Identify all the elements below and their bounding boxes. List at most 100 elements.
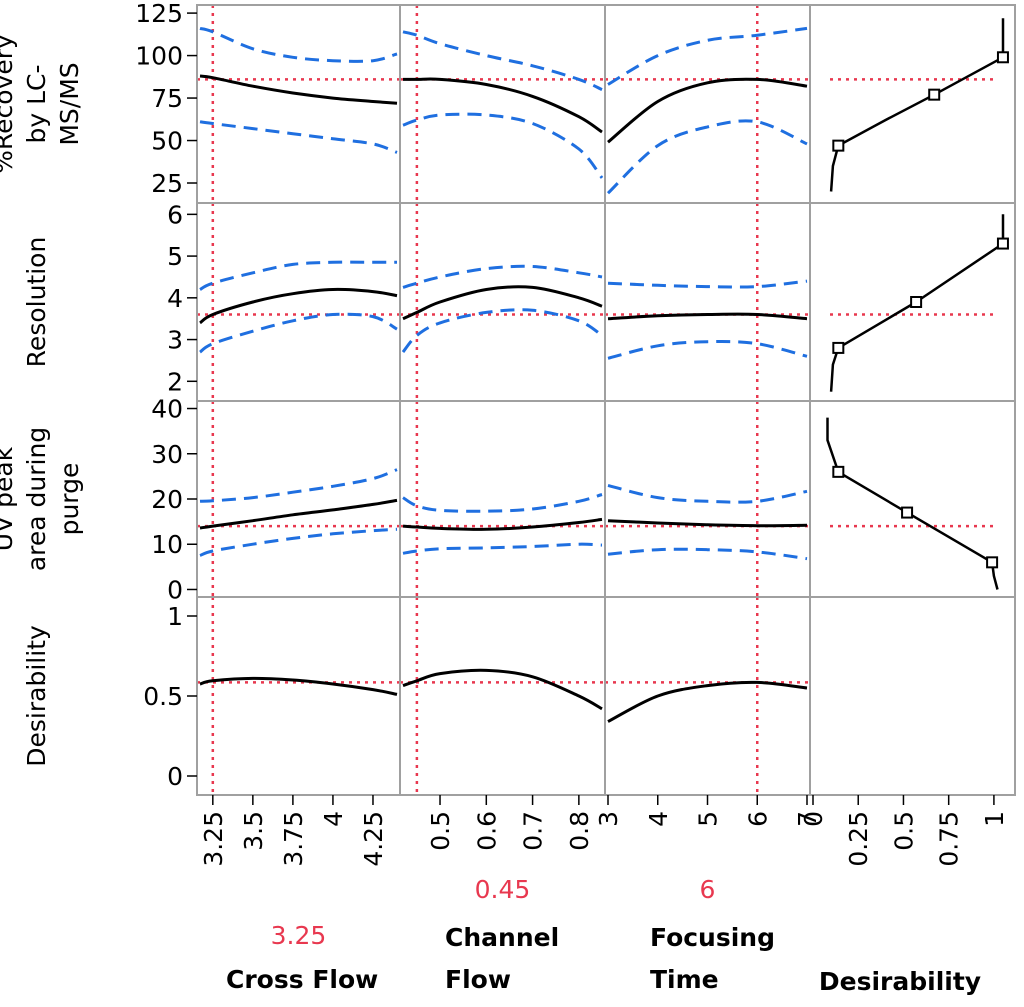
desirability-handle — [986, 556, 999, 569]
factor-current-value: 6 — [700, 875, 716, 904]
x-axis-2: 3 4 5 6 7 — [594, 795, 822, 827]
panel-border — [809, 4, 1016, 204]
factor-labels-1: 0.45 Channel Flow — [445, 875, 559, 994]
panel-border — [399, 400, 606, 598]
y-tick-label: 3 — [167, 326, 183, 355]
factor-name-line: Time — [650, 965, 719, 994]
panel-0-1 — [401, 6, 604, 202]
prediction-curve — [402, 285, 603, 321]
prediction-curve — [402, 517, 603, 531]
prediction-curve — [199, 287, 398, 325]
lower-confidence-curve — [606, 119, 808, 195]
factor-name-line: Channel — [445, 923, 559, 952]
lower-confidence-curve — [401, 308, 603, 354]
x-tick-label: 4 — [644, 811, 673, 827]
x-tick-label: 1 — [980, 811, 1009, 827]
upper-confidence-curve — [199, 260, 397, 291]
panel-3-0 — [198, 598, 399, 794]
factor-labels-0: 3.25 Cross Flow — [226, 921, 378, 994]
panel-border — [604, 400, 811, 598]
desirability-handle — [832, 139, 845, 152]
x-tick-label: 0.5 — [426, 811, 455, 851]
desirability-column-label: Desirability — [819, 967, 981, 996]
x-tick-label: 3.5 — [239, 811, 268, 851]
panel-2-1 — [401, 402, 604, 596]
x-tick-label: 3.75 — [279, 811, 308, 867]
prediction-curve — [607, 519, 808, 528]
prediction-curve — [402, 77, 603, 134]
factor-name: Focusing Time — [650, 923, 775, 994]
y-axis-3: 0 0.5 1 Desirability — [22, 602, 197, 791]
desirability-function-curve — [826, 417, 999, 590]
response-label-line: by LC- — [22, 64, 51, 143]
upper-confidence-curve — [607, 279, 808, 289]
panel-border — [809, 596, 1016, 796]
x-tick-label: 0 — [799, 811, 828, 827]
x-tick-label: 5 — [694, 811, 723, 827]
y-tick-label: 25 — [151, 169, 183, 198]
x-tick-label: 0.8 — [565, 811, 594, 851]
prediction-curve — [607, 312, 808, 321]
panel-border — [196, 596, 401, 796]
desirability-panel-1 — [829, 214, 1009, 392]
x-tick-label: 3 — [594, 811, 623, 827]
desirability-function-curve — [829, 18, 1005, 192]
y-tick-label: 100 — [135, 42, 183, 71]
y-tick-label: 75 — [151, 84, 183, 113]
desirability-handle — [996, 51, 1009, 64]
factor-name: Cross Flow — [226, 965, 378, 994]
y-tick-label: 0.5 — [143, 682, 183, 711]
prediction-curve — [607, 77, 808, 144]
y-tick-label: 30 — [151, 440, 183, 469]
lower-confidence-curve — [607, 340, 808, 360]
lower-confidence-curve — [199, 120, 398, 154]
panel-3-2 — [606, 598, 809, 794]
y-tick-label: 20 — [151, 485, 183, 514]
panel-border — [399, 4, 606, 204]
panel-border — [809, 400, 1016, 598]
y-tick-label: 50 — [151, 127, 183, 156]
panel-2-0 — [198, 402, 399, 596]
factor-name: Channel Flow — [445, 923, 559, 994]
lower-confidence-curve — [199, 527, 398, 557]
y-tick-label: 0 — [167, 762, 183, 791]
y-tick-label: 10 — [151, 530, 183, 559]
x-axis-0: 3.25 3.5 3.75 4 4.25 — [199, 795, 388, 867]
response-label-line: UV peak — [0, 446, 18, 551]
factor-name-line: Flow — [445, 965, 511, 994]
response-label-line: MS/MS — [55, 62, 84, 145]
panel-0-2 — [606, 6, 809, 202]
prediction-curve — [199, 498, 398, 530]
y-tick-label: 6 — [167, 200, 183, 229]
response-label-line: purge — [55, 463, 84, 536]
panel-2-2 — [606, 402, 809, 596]
lower-confidence-curve — [402, 112, 604, 179]
desirability-panel-2 — [826, 417, 999, 590]
y-tick-label: 5 — [167, 242, 183, 271]
y-axis-0: 25 50 75 100 125 %Recovery by LC- MS/MS — [0, 0, 197, 198]
factor-current-value: 0.45 — [475, 875, 531, 904]
panel-border — [604, 596, 811, 796]
upper-confidence-curve — [607, 483, 808, 504]
desirability-panel-0 — [829, 18, 1009, 192]
response-label-line: Resolution — [22, 237, 51, 368]
factor-labels-2: 6 Focusing Time — [650, 875, 775, 994]
upper-confidence-curve — [402, 30, 603, 91]
y-tick-label: 40 — [151, 395, 183, 424]
panel-border — [399, 202, 606, 402]
panel-grid — [196, 4, 1016, 796]
y-tick-label: 2 — [167, 367, 183, 396]
panel-0-0 — [198, 6, 399, 202]
y-tick-label: 4 — [167, 284, 183, 313]
panel-1-2 — [606, 204, 809, 400]
x-tick-label: 6 — [743, 811, 772, 827]
factor-current-value: 3.25 — [271, 921, 327, 950]
response-label-line: area during — [22, 427, 51, 571]
x-axis-desirability: 0 0.25 0.5 0.75 1 — [799, 795, 1009, 867]
panel-3-1 — [401, 598, 604, 794]
x-tick-label: 0.75 — [935, 811, 964, 867]
prediction-curve — [607, 680, 808, 723]
x-axis-1: 0.5 0.6 0.7 0.8 — [426, 795, 594, 851]
factor-name-line: Focusing — [650, 923, 775, 952]
response-label: Desirability — [22, 625, 51, 767]
